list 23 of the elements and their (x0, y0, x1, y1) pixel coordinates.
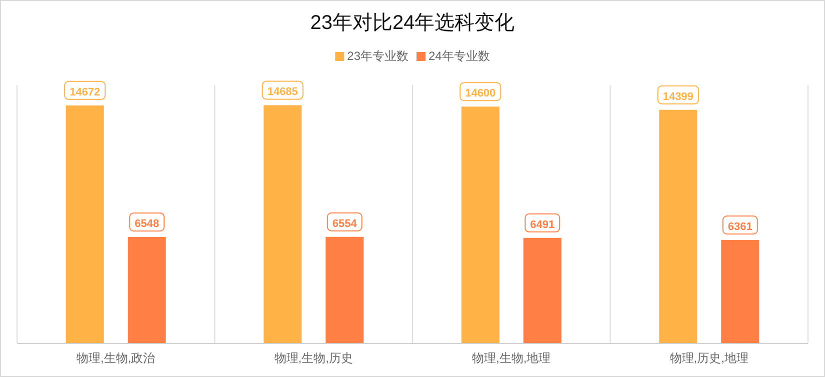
data-label: 6361 (728, 221, 752, 233)
data-label: 6554 (332, 218, 358, 230)
bar (721, 240, 760, 343)
bar (66, 105, 104, 343)
legend-label: 24年专业数 (428, 49, 490, 63)
bar (659, 110, 698, 343)
bar (326, 236, 364, 343)
bar (128, 236, 166, 343)
x-tick-label: 物理,生物,政治 (76, 351, 156, 365)
x-tick-label: 物理,生物,地理 (472, 351, 551, 365)
legend-label: 23年专业数 (347, 49, 408, 63)
data-label: 14399 (662, 90, 694, 103)
data-label: 6491 (530, 218, 555, 231)
bar (264, 105, 302, 343)
bar (461, 106, 500, 343)
bar (523, 238, 562, 343)
data-label: 14685 (267, 86, 298, 98)
data-label: 14672 (70, 86, 100, 98)
data-label: 6548 (134, 218, 160, 230)
x-tick-label: 物理,生物,历史 (274, 351, 353, 365)
chart-title: 23年对比24年选科变化 (310, 12, 515, 34)
x-tick-label: 物理,历史,地理 (670, 351, 748, 365)
data-label: 14600 (465, 88, 496, 100)
